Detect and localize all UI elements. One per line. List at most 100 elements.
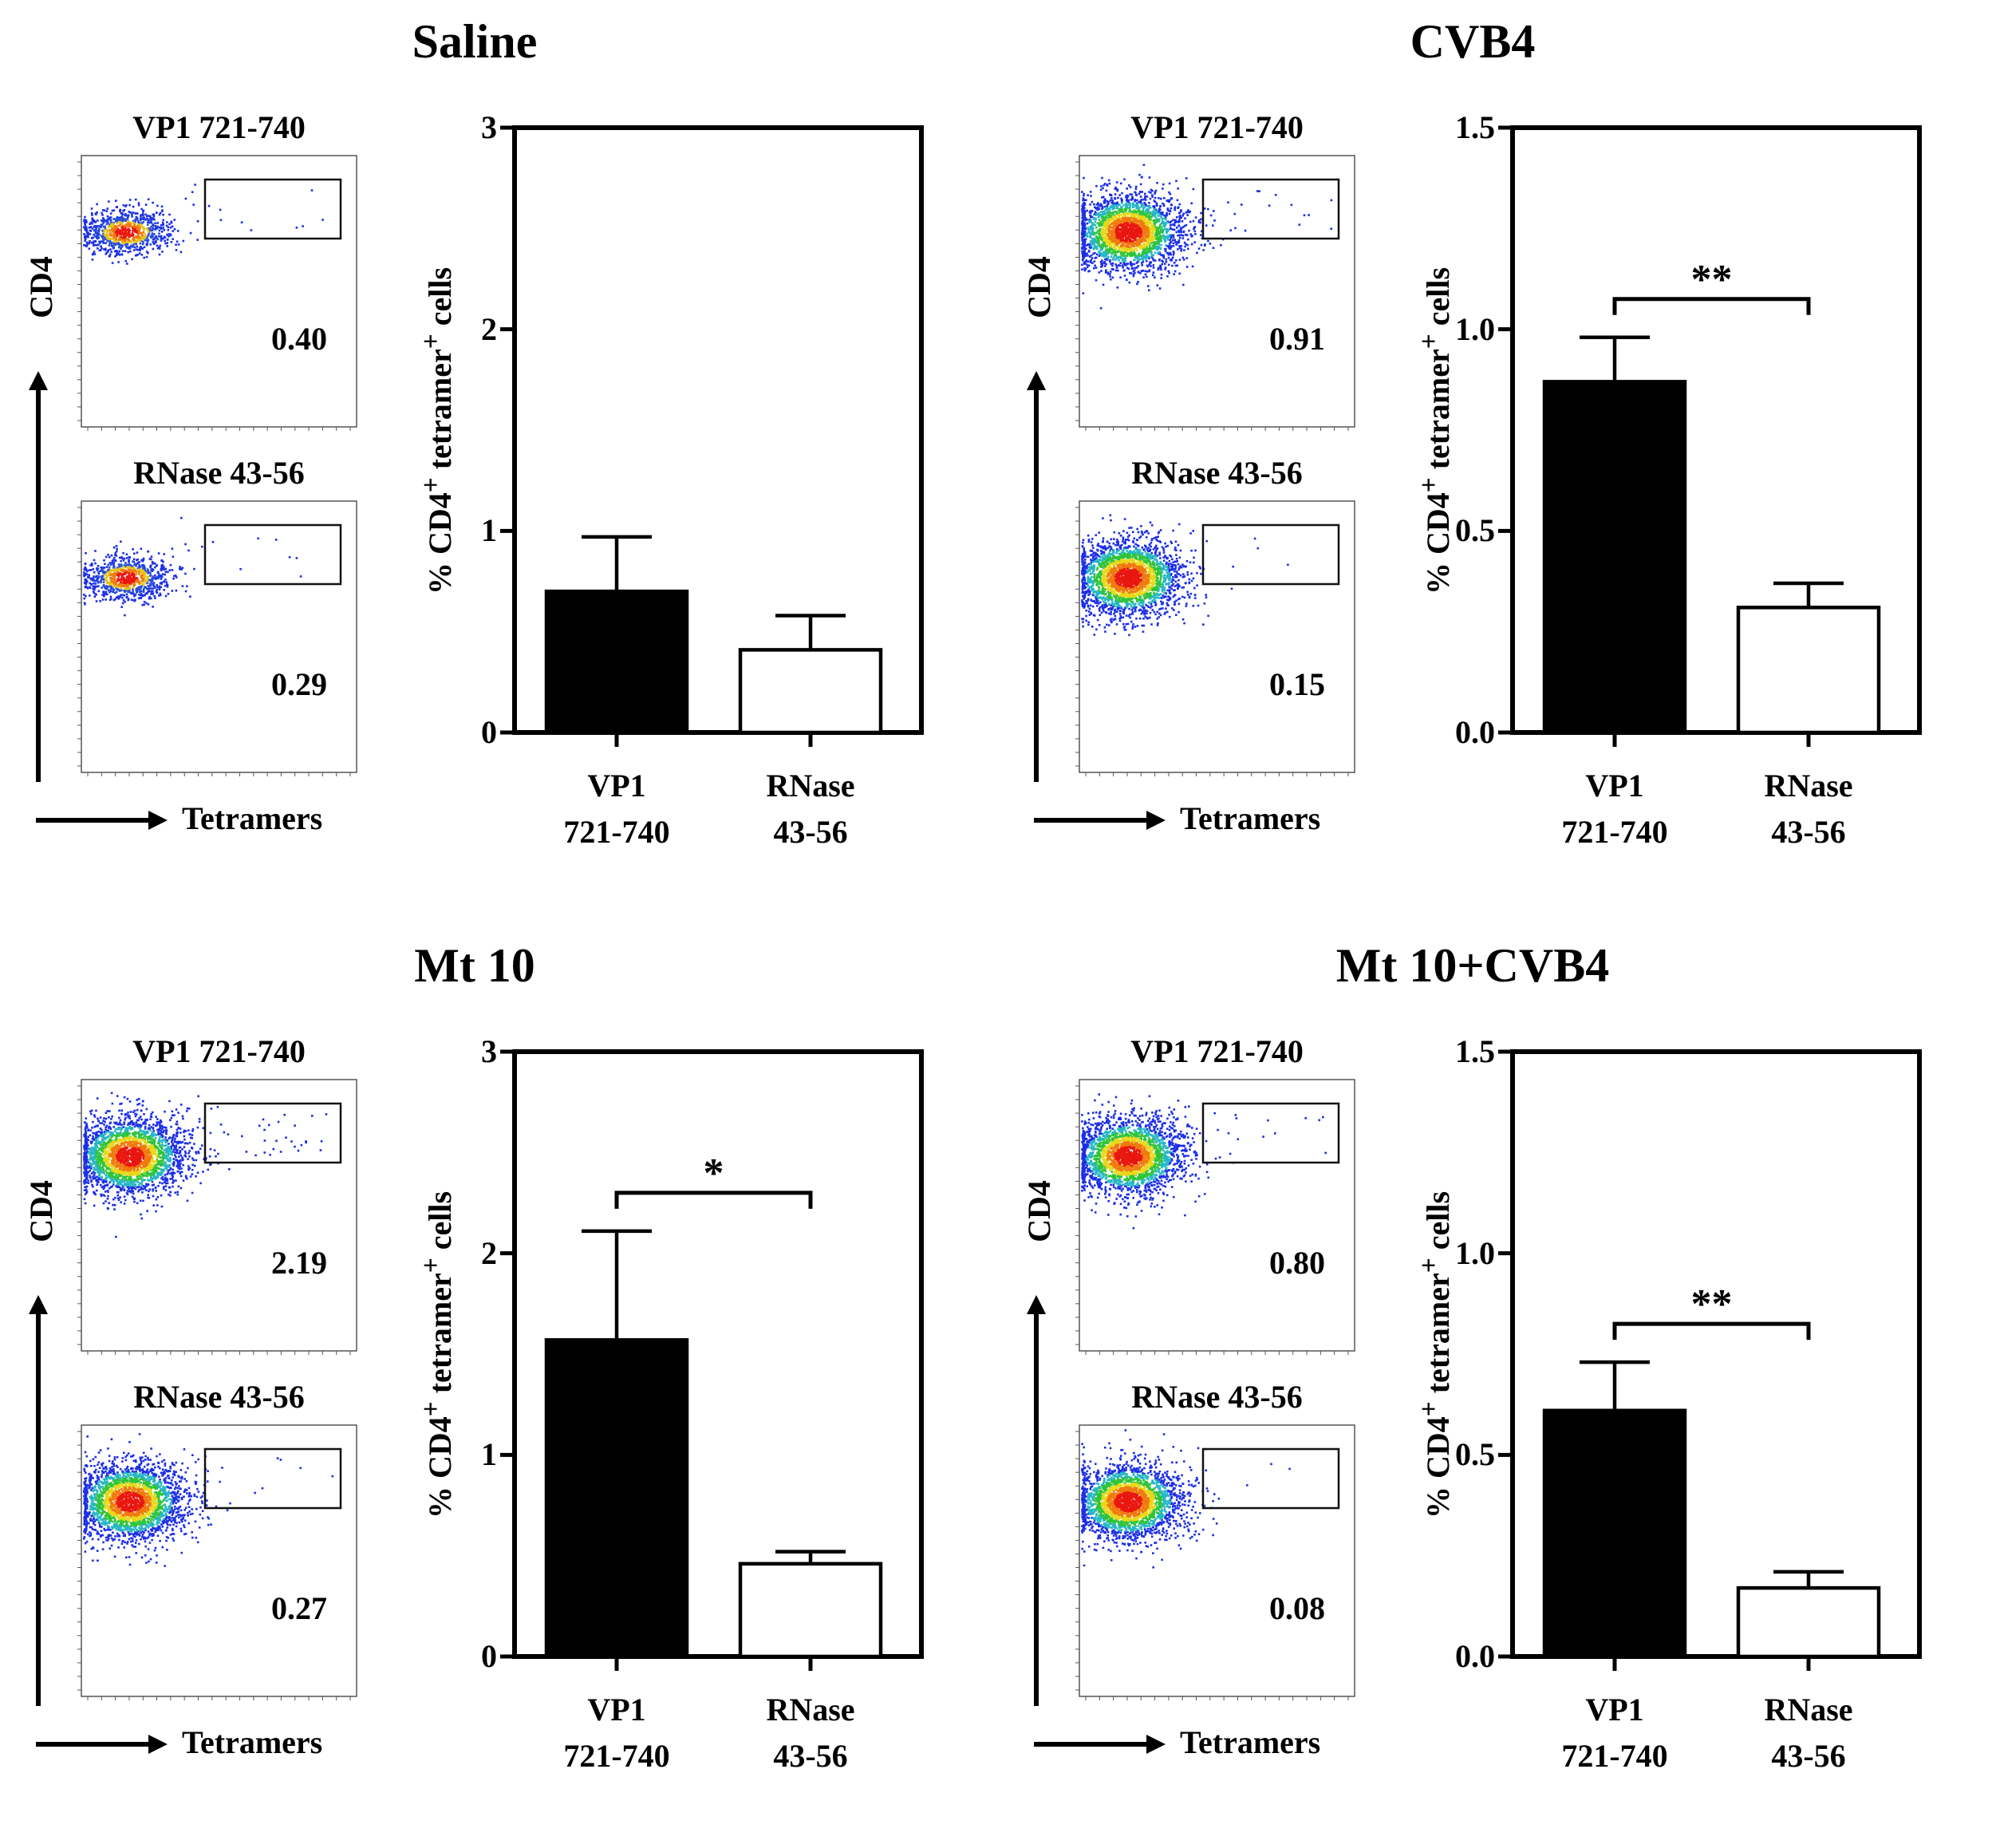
significance-marker: ** [1690, 256, 1733, 302]
plot-frame [1510, 125, 1922, 735]
gate-percentage: 2.19 [271, 1245, 327, 1281]
gate-percentage: 0.08 [1269, 1590, 1325, 1626]
gate-percentage: 0.40 [271, 321, 327, 357]
flow-axis-arrows [29, 371, 168, 830]
plot-frame [512, 125, 924, 735]
gate-box [203, 1447, 342, 1510]
x-category-label: RNase 43-56 [1764, 1687, 1852, 1779]
y-tick-label: 2 [481, 1234, 497, 1271]
x-category-line: 721-740 [563, 1738, 670, 1774]
cd4-axis-label: CD4 [23, 1180, 59, 1242]
plot-frame [1510, 1049, 1922, 1659]
flow-plot-frame [1079, 1079, 1355, 1352]
y-tick-label: 3 [481, 109, 497, 145]
flow-plot-label: VP1 721-740 [132, 109, 306, 145]
flow-plot [77, 155, 357, 431]
flow-plot-frame [1079, 500, 1355, 773]
gate-percentage: 0.80 [1269, 1245, 1325, 1281]
y-tick-label: 0.5 [1455, 1436, 1495, 1473]
gate-box [1201, 523, 1340, 586]
flow-plot [77, 500, 357, 776]
x-category-label: RNase 43-56 [766, 763, 854, 855]
tetramers-axis-label: Tetramers [1180, 800, 1321, 836]
bar [1736, 1585, 1881, 1659]
bar [1542, 380, 1687, 735]
flow-plot-label: RNase 43-56 [133, 1379, 305, 1415]
y-tick-label: 1 [481, 512, 497, 549]
flow-plot-frame [81, 1424, 357, 1697]
bar-chart [500, 1049, 924, 1671]
y-tick-label: 1.5 [1455, 1033, 1495, 1069]
flow-plot [1075, 155, 1355, 431]
x-category-line: 43-56 [1771, 814, 1846, 850]
x-category-line: RNase [766, 1692, 855, 1728]
flow-plot-label: VP1 721-740 [132, 1033, 306, 1069]
chart-panel: Saline VP1 721-740 0.40 RNase 43-56 0.29 CD4 T… [0, 0, 998, 924]
x-category-line: 721-740 [1561, 1738, 1668, 1774]
gate-box [1201, 178, 1340, 240]
flow-events [83, 1092, 328, 1238]
panel-graphics [1027, 125, 1922, 830]
significance-bracket [1612, 297, 1811, 315]
chart-panel: CVB4 VP1 721-740 0.91 RNase 43-56 0.15 CD4 Tet… [998, 0, 1996, 924]
plot-frame [512, 1049, 924, 1659]
y-axis-label: % CD4+ tetramer+ cells [416, 267, 459, 595]
y-tick-label: 0 [481, 714, 497, 750]
flow-plot [1075, 1079, 1355, 1355]
bar [544, 1338, 689, 1659]
x-category-line: VP1 [1585, 1692, 1644, 1728]
y-tick-label: 0 [481, 1638, 497, 1674]
bar [738, 648, 883, 735]
x-category-label: VP1 721-740 [563, 1687, 669, 1779]
significance-bracket [1612, 1321, 1811, 1341]
flow-axis-arrows [1027, 371, 1166, 830]
y-tick-label: 0.0 [1455, 1638, 1495, 1674]
flow-events [83, 516, 302, 617]
x-category-line: RNase [1764, 1692, 1853, 1728]
y-tick-label: 1 [481, 1436, 497, 1473]
flow-plot-frame [81, 500, 357, 773]
flow-plot [1075, 1424, 1355, 1700]
flow-axis-arrows [1027, 1295, 1166, 1754]
x-category-line: 43-56 [773, 1738, 848, 1774]
chart-title: CVB4 [1410, 15, 1536, 68]
gate-percentage: 0.29 [271, 666, 327, 702]
x-category-line: 43-56 [1771, 1738, 1846, 1774]
gate-box [203, 1102, 342, 1164]
cd4-axis-label: CD4 [1021, 1180, 1057, 1242]
flow-plot-label: VP1 721-740 [1130, 1033, 1304, 1069]
x-category-label: RNase 43-56 [766, 1687, 854, 1779]
flow-events [1081, 514, 1289, 637]
y-tick-label: 0.0 [1455, 714, 1495, 750]
flow-plot [77, 1424, 357, 1700]
x-category-label: VP1 721-740 [563, 763, 669, 855]
x-category-label: VP1 721-740 [1561, 763, 1667, 855]
bar [544, 589, 689, 735]
cd4-axis-label: CD4 [1021, 256, 1057, 318]
flow-plot-label: RNase 43-56 [1131, 455, 1303, 491]
flow-plot-frame [1079, 155, 1355, 428]
gate-percentage: 0.15 [1269, 666, 1325, 702]
flow-plot [77, 1079, 357, 1355]
bar-chart [500, 125, 924, 747]
x-category-line: 721-740 [1561, 814, 1668, 850]
x-category-line: RNase [766, 768, 855, 804]
flow-events [83, 1433, 334, 1567]
gate-box [1201, 1102, 1340, 1164]
significance-marker: ** [1690, 1281, 1733, 1328]
panel-graphics [29, 125, 924, 830]
x-category-line: RNase [1764, 768, 1853, 804]
bar [738, 1562, 883, 1659]
panel-graphics [1027, 1049, 1922, 1754]
flow-plot-label: VP1 721-740 [1130, 109, 1304, 145]
chart-title: Saline [412, 15, 538, 68]
flow-events [1081, 1093, 1327, 1230]
significance-marker: * [703, 1150, 724, 1196]
panel-graphics [29, 1049, 924, 1754]
y-axis-label: % CD4+ tetramer+ cells [416, 1191, 459, 1519]
y-tick-label: 0.5 [1455, 512, 1495, 549]
chart-title: Mt 10+CVB4 [1335, 939, 1610, 992]
chart-title: Mt 10 [414, 939, 535, 992]
gate-percentage: 0.27 [271, 1590, 327, 1626]
flow-events [1081, 164, 1333, 310]
